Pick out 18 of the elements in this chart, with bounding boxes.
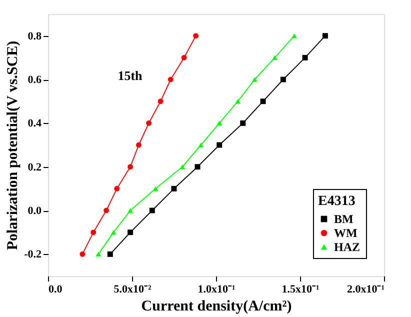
legend-label: BM <box>334 212 354 226</box>
annotation: 15th <box>118 68 144 83</box>
legend-label: HAZ <box>334 240 360 254</box>
x-tick-label: 0.0 <box>48 284 63 296</box>
x-tick-label: 1.5x10⁻¹ <box>282 284 320 296</box>
y-tick-label: 0.2 <box>28 161 42 174</box>
y-tick-label: 0.6 <box>28 74 42 86</box>
y-tick-label: 0.4 <box>28 118 42 130</box>
y-tick-label: 0.8 <box>28 30 42 42</box>
y-tick-label: 0.0 <box>28 205 42 217</box>
x-axis-title: Current density(A/cm²) <box>141 298 292 314</box>
x-tick-label: 1.0x10⁻¹ <box>198 284 236 296</box>
legend-title: E4313 <box>318 194 356 209</box>
legend-label: WM <box>334 226 358 240</box>
y-axis-title: Polarization potential(V vs.SCE) <box>5 40 22 250</box>
y-tick-label: -0.2 <box>24 248 42 261</box>
x-tick-label: 5.0x10⁻² <box>114 284 152 296</box>
x-tick-label: 2.0x10⁻¹ <box>346 284 384 296</box>
